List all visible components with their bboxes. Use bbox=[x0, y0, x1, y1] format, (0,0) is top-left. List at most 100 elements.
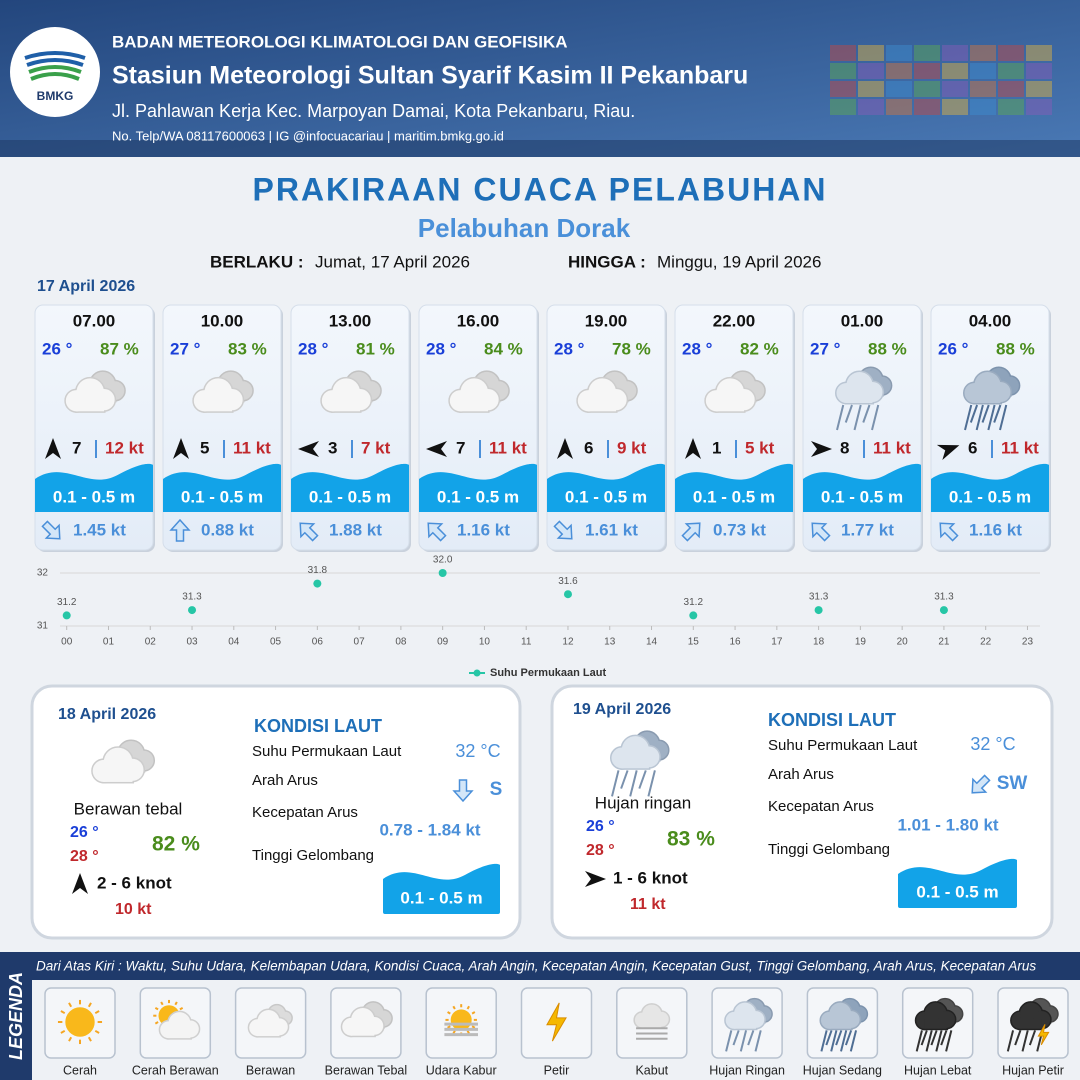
wave-height: 0.1 - 0.5 m bbox=[309, 487, 391, 506]
gust: 5 kt bbox=[745, 438, 775, 457]
gust: 9 kt bbox=[617, 438, 647, 457]
sea-label: Tinggi Gelombang bbox=[252, 847, 374, 864]
wave-shape bbox=[931, 463, 1049, 512]
station-name: Stasiun Meteorologi Sultan Syarif Kasim … bbox=[112, 62, 748, 90]
header-decoration bbox=[914, 63, 940, 79]
sun-ray bbox=[87, 1002, 92, 1008]
x-tick-label: 11 bbox=[521, 637, 532, 648]
weather-icon bbox=[340, 1001, 393, 1038]
wind-arrow bbox=[811, 441, 832, 457]
sea-label: Tinggi Gelombang bbox=[768, 841, 890, 858]
weather-icon bbox=[546, 1002, 567, 1042]
temperature: 27 ° bbox=[810, 339, 841, 358]
header-decoration bbox=[942, 99, 968, 115]
wind-speed: 7 bbox=[72, 438, 81, 457]
header-decoration bbox=[998, 63, 1024, 79]
agency-name: BADAN METEOROLOGI KLIMATOLOGI DAN GEOFIS… bbox=[112, 32, 568, 51]
wind-speed: 3 bbox=[328, 438, 337, 457]
sun-ray bbox=[471, 1011, 476, 1015]
logo-text: BMKG bbox=[37, 89, 74, 103]
rain bbox=[915, 1030, 923, 1052]
x-tick-label: 12 bbox=[562, 637, 574, 648]
rain bbox=[725, 1030, 733, 1052]
header-decoration bbox=[998, 45, 1024, 61]
header-decoration bbox=[942, 81, 968, 97]
rain bbox=[975, 404, 984, 431]
x-tick-label: 10 bbox=[479, 637, 491, 648]
address: Jl. Pahlawan Kerja Kec. Marpoyan Damai, … bbox=[112, 101, 635, 121]
sun-ray bbox=[471, 1025, 476, 1029]
data-point bbox=[62, 611, 71, 620]
header-decoration bbox=[914, 99, 940, 115]
legend-name: Cerah Berawan bbox=[132, 1063, 219, 1077]
header-decoration bbox=[998, 81, 1024, 97]
temperature: 27 ° bbox=[170, 339, 201, 358]
rain bbox=[820, 1030, 828, 1052]
sun-ray bbox=[60, 1010, 66, 1015]
wind-speed: 1 bbox=[712, 438, 721, 457]
wave-height: 0.1 - 0.5 m bbox=[916, 882, 998, 901]
wind-speed: 6 bbox=[584, 438, 593, 457]
sea-label: Arah Arus bbox=[252, 772, 318, 789]
humidity: 82 % bbox=[740, 339, 779, 358]
weather-icon bbox=[819, 997, 869, 1052]
sun-ray bbox=[174, 1001, 178, 1006]
rain bbox=[620, 770, 629, 789]
cloud-part bbox=[829, 1019, 852, 1029]
legend-name: Hujan Petir bbox=[1002, 1063, 1064, 1077]
data-label: 31.8 bbox=[308, 565, 328, 576]
data-label: 31.3 bbox=[934, 592, 954, 603]
data-point bbox=[939, 606, 948, 615]
temp-max: 28 ° bbox=[70, 848, 99, 865]
x-tick-label: 13 bbox=[604, 637, 616, 648]
temperature: 28 ° bbox=[426, 339, 457, 358]
x-tick-label: 23 bbox=[1022, 637, 1034, 648]
x-tick-label: 01 bbox=[103, 637, 115, 648]
rain bbox=[732, 1030, 740, 1046]
sun-ray bbox=[466, 1030, 470, 1035]
rain bbox=[987, 404, 996, 431]
sun-ray bbox=[68, 1002, 73, 1008]
header-decoration bbox=[970, 99, 996, 115]
sun-ray bbox=[447, 1025, 451, 1029]
current-speed: 1.16 kt bbox=[457, 520, 510, 539]
legend-name: Kabut bbox=[635, 1063, 668, 1077]
rain bbox=[1021, 1030, 1029, 1052]
rain bbox=[993, 404, 1002, 423]
subtitle: Pelabuhan Dorak bbox=[418, 213, 631, 243]
header-decoration bbox=[858, 45, 884, 61]
rain bbox=[930, 1030, 938, 1046]
gust: 12 kt bbox=[105, 438, 144, 457]
rain bbox=[835, 1030, 843, 1046]
wind-arrow bbox=[426, 441, 447, 457]
header-decoration bbox=[858, 99, 884, 115]
rain bbox=[853, 404, 862, 431]
cloud-part bbox=[351, 1025, 375, 1036]
sun-ray bbox=[87, 1036, 92, 1042]
header-decoration bbox=[970, 45, 996, 61]
humidity: 82 % bbox=[152, 833, 200, 856]
rain bbox=[1014, 1030, 1022, 1046]
wave-shape bbox=[898, 858, 1017, 908]
header-decoration bbox=[886, 63, 912, 79]
current-arrow bbox=[681, 522, 701, 542]
cloud-part bbox=[257, 1026, 280, 1037]
weather-icon bbox=[444, 1004, 478, 1037]
rain bbox=[849, 1030, 858, 1052]
legend-name: Udara Kabur bbox=[426, 1063, 497, 1077]
x-tick-label: 16 bbox=[730, 637, 742, 648]
header-decoration bbox=[942, 45, 968, 61]
header-decoration bbox=[1026, 81, 1052, 97]
rain bbox=[836, 404, 845, 431]
header-decoration bbox=[1026, 63, 1052, 79]
wind-arrow bbox=[298, 441, 319, 457]
cloud-part bbox=[1019, 1019, 1042, 1029]
wave-shape bbox=[163, 463, 281, 512]
header-decoration bbox=[914, 45, 940, 61]
header-decoration bbox=[970, 63, 996, 79]
temp-min: 26 ° bbox=[586, 818, 615, 835]
header-decoration bbox=[830, 63, 856, 79]
data-label: 31.2 bbox=[57, 597, 77, 608]
day-date: 17 April 2026 bbox=[37, 278, 135, 295]
weather-icon bbox=[1006, 997, 1059, 1052]
